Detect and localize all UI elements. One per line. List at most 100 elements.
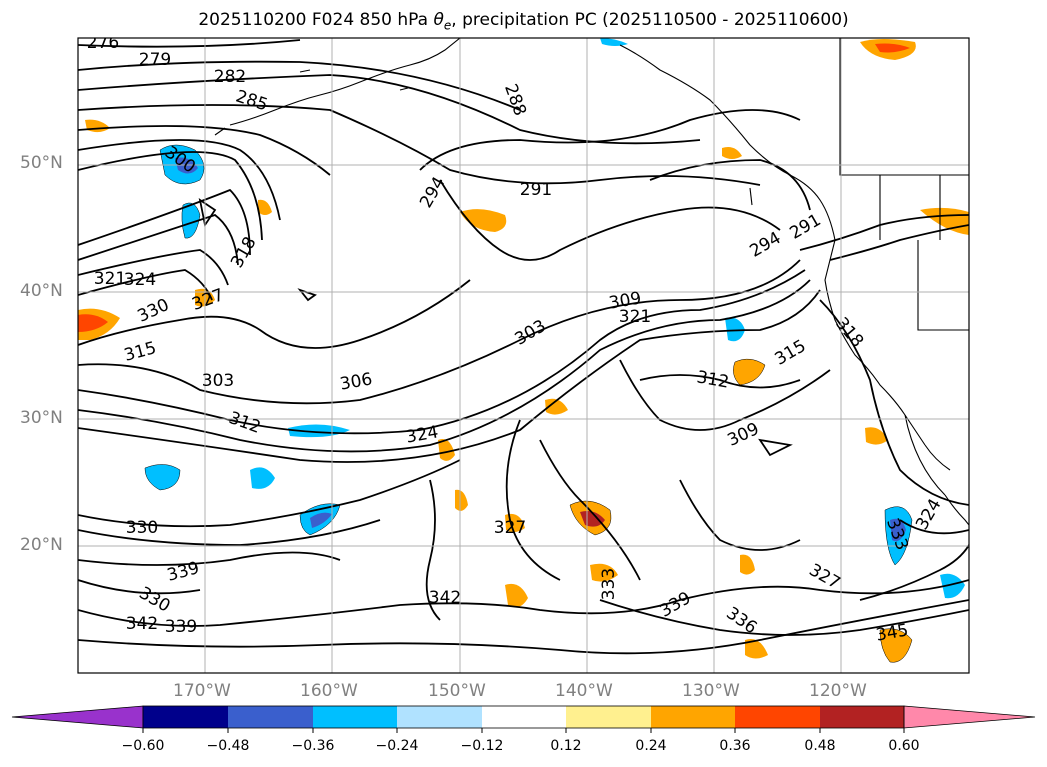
contour-label: 303	[202, 371, 234, 391]
contour-line	[78, 279, 471, 349]
contour-line	[899, 519, 969, 535]
lon-label-160w: 160°W	[300, 681, 358, 701]
lon-label-140w: 140°W	[555, 681, 613, 701]
contour-label: 291	[520, 180, 552, 200]
island-marker	[749, 187, 753, 206]
colorbar-tick-label: −0.48	[206, 738, 250, 754]
colorbar-tick-label: −0.60	[121, 738, 165, 754]
colorbar-extend-low	[11, 705, 144, 729]
contour-line	[78, 151, 263, 241]
colorbar-bin	[313, 706, 397, 728]
contour-line	[78, 125, 331, 176]
precip-shading	[78, 38, 969, 663]
colorbar-tick-label: −0.12	[460, 738, 504, 754]
colorbar-extend-high	[903, 705, 1036, 729]
contour-line	[758, 438, 793, 457]
contour-line	[78, 551, 341, 566]
precip-positive-area	[580, 511, 605, 527]
contour-line	[78, 599, 969, 655]
precip-positive-area	[879, 628, 913, 663]
precip-positive-area	[455, 489, 468, 511]
contour-line	[599, 599, 969, 636]
lat-label-50n: 50°N	[20, 153, 63, 173]
contour-line	[859, 544, 969, 601]
contour-label: 333	[599, 568, 619, 600]
contour-line	[78, 60, 521, 111]
contour-label: 327	[494, 518, 526, 538]
lon-label-120w: 120°W	[809, 681, 867, 701]
contour-line	[78, 104, 761, 186]
contour-label: 282	[214, 67, 246, 87]
lon-label-170w: 170°W	[173, 681, 231, 701]
precip-positive-area	[745, 639, 768, 659]
contour-line	[78, 289, 821, 463]
precip-negative-area	[144, 464, 181, 491]
precip-negative-area	[890, 518, 906, 542]
state-border	[839, 38, 969, 331]
precip-negative-area	[940, 573, 965, 599]
contour-label: 339	[165, 617, 197, 637]
contour-line	[78, 459, 461, 528]
coastlines	[214, 38, 969, 526]
colorbar-outline	[142, 705, 905, 729]
gridlines	[78, 38, 969, 673]
map-title: 2025110200 F024 850 hPa θe, precipitatio…	[198, 10, 849, 33]
contour-label: 342	[429, 588, 461, 608]
contour-label: 330	[126, 518, 158, 538]
colorbar-tick-label: −0.36	[291, 738, 335, 754]
contour-line	[78, 269, 806, 435]
contour-label: 342	[126, 614, 158, 634]
contour-line	[619, 359, 831, 431]
precip-negative-area	[600, 38, 628, 46]
lat-label-40n: 40°N	[20, 281, 63, 301]
coastline-bc	[619, 44, 836, 241]
precip-positive-area	[733, 358, 766, 386]
precip-negative-area	[250, 467, 275, 489]
contour-line	[419, 109, 801, 171]
colorbar-tick-label: 0.36	[719, 738, 751, 754]
contour-labels: 276 279 282 285 288 300 294 291 318 324 …	[87, 33, 946, 646]
colorbar-tick-label: −0.24	[375, 738, 419, 754]
precip-positive-area	[460, 209, 507, 232]
colorbar-tick-label: 0.24	[635, 738, 667, 754]
contour-line	[78, 279, 811, 453]
contour-line	[829, 224, 969, 261]
precip-positive-area	[740, 554, 755, 575]
lon-label-150w: 150°W	[428, 681, 486, 701]
colorbar-bin	[143, 706, 228, 728]
precip-negative-area	[288, 424, 350, 438]
map-frame	[77, 37, 970, 674]
contour-line	[78, 519, 381, 546]
colorbar-bin	[820, 706, 904, 728]
contour-label: 276	[87, 33, 119, 53]
precip-positive-area	[258, 199, 272, 215]
colorbar-bin	[566, 706, 651, 728]
precip-positive-area	[505, 583, 528, 608]
colorbar-bin	[397, 706, 482, 728]
contour-line	[78, 39, 301, 48]
colorbar-bin	[482, 706, 566, 728]
contour-label: 321	[94, 269, 126, 289]
contour-line	[505, 419, 561, 581]
coastline-alaska	[229, 38, 461, 126]
lon-label-130w: 130°W	[682, 681, 740, 701]
colorbar-tick-label: 0.48	[804, 738, 836, 754]
colorbar-bin	[228, 706, 313, 728]
precip-negative-area	[725, 317, 745, 342]
coastline-baja	[904, 414, 951, 496]
contour-line	[78, 139, 281, 221]
precip-positive-area	[78, 314, 108, 332]
lat-label-20n: 20°N	[20, 535, 63, 555]
precip-positive-area	[590, 563, 618, 582]
contour-line	[649, 159, 811, 211]
contour-line	[439, 179, 781, 261]
contour-label: 321	[619, 307, 651, 327]
contour-line	[78, 579, 201, 595]
contour-line	[78, 188, 251, 256]
colorbar-tick-label: 0.12	[550, 738, 582, 754]
contour-line	[78, 579, 969, 627]
contour-line	[819, 299, 969, 506]
colorbar-bin	[735, 706, 820, 728]
contour-label: 324	[124, 270, 156, 290]
colorbar-tick-marks	[142, 728, 905, 733]
